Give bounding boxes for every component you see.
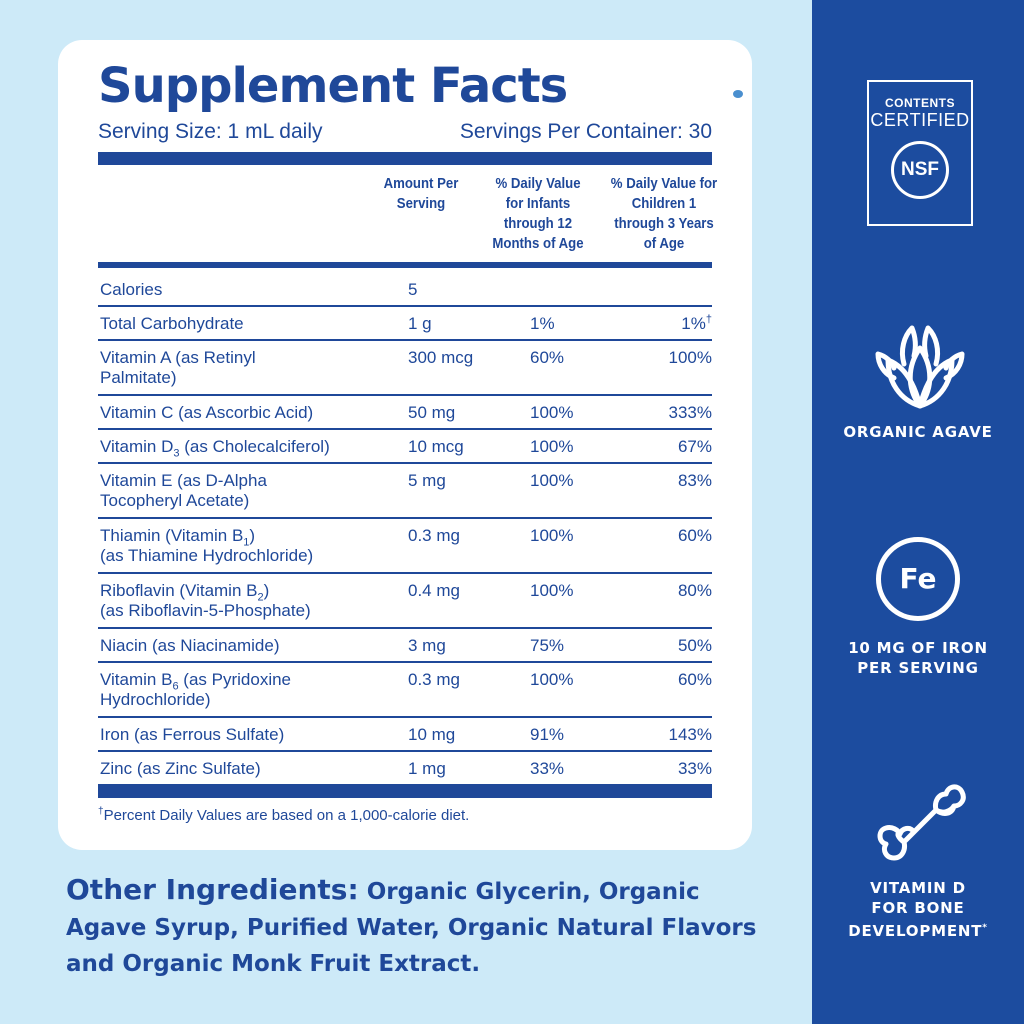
nutrient-name: Calories (100, 280, 163, 299)
nutrient-name: Vitamin C (as Ascorbic Acid) (100, 403, 314, 422)
nutrient-name: Vitamin B6 (as Pyridoxine Hydrochloride) (100, 670, 292, 709)
dv-children: 100% (668, 348, 712, 367)
dv-children: 33% (677, 759, 712, 778)
bottom-rule (98, 784, 712, 798)
table-row: Vitamin A (as Retinyl Palmitate) 300 mcg … (98, 341, 712, 396)
nsf-certified-icon: CONTENTS CERTIFIED NSF (867, 80, 973, 226)
table-row: Total Carbohydrate 1 g 1% 1%† (98, 307, 712, 341)
nsf-line2: CERTIFIED (870, 110, 970, 130)
iron-label: 10 MG OF IRON PER SERVING (848, 639, 988, 677)
nutrient-amount: 5 (408, 280, 418, 299)
header-dv-children: % Daily Value for Children 1 through 3 Y… (610, 175, 718, 252)
table-row: Vitamin C (as Ascorbic Acid) 50 mg 100% … (98, 396, 712, 430)
nutrient-amount: 5 mg (408, 471, 446, 490)
nutrient-name: Vitamin D3 (as Cholecalciferol) (100, 437, 330, 460)
ingredients-heading: Other Ingredients: (66, 873, 359, 906)
decorative-dot (733, 90, 743, 98)
table-row: Iron (as Ferrous Sulfate) 10 mg 91% 143% (98, 718, 712, 752)
agave-plant-icon (875, 325, 965, 409)
dv-children: 60% (677, 526, 712, 545)
nutrient-amount: 0.3 mg (408, 526, 460, 545)
vitamin-d-label: VITAMIN D FOR BONE DEVELOPMENT* (848, 879, 988, 940)
dv-infants: 100% (530, 437, 574, 456)
dv-children: 143% (668, 725, 712, 744)
serving-info: Serving Size: 1 mL daily Servings Per Co… (98, 120, 712, 144)
dagger-mark: † (705, 313, 712, 326)
dv-infants: 100% (530, 471, 574, 490)
supplement-facts-title: Supplement Facts (98, 58, 568, 114)
serving-size: Serving Size: 1 mL daily (98, 120, 323, 143)
header-dv-infants: % Daily Value for Infants through 12 Mon… (492, 175, 584, 252)
header-rule (98, 262, 712, 268)
column-headers: Amount Per Serving % Daily Value for Inf… (98, 174, 718, 264)
header-amount: Amount Per Serving (383, 175, 459, 212)
dv-children: 80% (677, 581, 712, 600)
nsf-line1: CONTENTS (885, 96, 955, 110)
nutrient-amount: 50 mg (408, 403, 456, 422)
nutrient-amount: 300 mcg (408, 348, 474, 367)
nutrient-amount: 0.4 mg (408, 581, 460, 600)
other-ingredients: Other Ingredients: Organic Glycerin, Org… (66, 872, 766, 982)
nutrient-name: Riboflavin (Vitamin B2) (as Riboflavin-5-… (100, 581, 311, 620)
dv-children: 333% (668, 403, 712, 422)
dv-infants: 100% (530, 526, 574, 545)
ingredients-text: Organic Glycerin, Organic Agave Syrup, P… (66, 879, 757, 977)
nutrient-name: Vitamin E (as D-Alpha Tocopheryl Acetate) (100, 471, 267, 510)
dv-infants: 75% (530, 636, 565, 655)
dv-infants: 33% (530, 759, 565, 778)
feature-panel: CONTENTS CERTIFIED NSF ORGANIC AGAVE Fe … (812, 0, 1024, 1024)
nutrient-name: Total Carbohydrate (100, 314, 244, 333)
nutrient-name: Zinc (as Zinc Sulfate) (100, 759, 261, 778)
nutrient-name: Iron (as Ferrous Sulfate) (100, 725, 285, 744)
table-row: Riboflavin (Vitamin B2) (as Riboflavin-5-… (98, 574, 712, 629)
facts-table: Calories 5 Total Carbohydrate 1 g 1% 1%†… (98, 273, 712, 784)
servings-per-container: Servings Per Container: 30 (459, 120, 712, 143)
table-row: Vitamin E (as D-Alpha Tocopheryl Acetate)… (98, 464, 712, 519)
agave-label: ORGANIC AGAVE (843, 423, 993, 441)
nutrient-name: Thiamin (Vitamin B1) (as Thiamine Hydroch… (100, 526, 314, 565)
dagger-mark: † (98, 806, 104, 817)
dv-infants: 100% (530, 403, 574, 422)
iron-fe-icon: Fe (876, 537, 960, 621)
nutrient-name: Vitamin A (as Retinyl Palmitate) (100, 348, 256, 387)
table-row: Calories 5 (98, 273, 712, 307)
top-rule (98, 152, 712, 165)
footnote: †Percent Daily Values are based on a 1,0… (98, 806, 470, 824)
table-row: Zinc (as Zinc Sulfate) 1 mg 33% 33% (98, 752, 712, 784)
dv-infants: 100% (530, 581, 574, 600)
dv-infants: 91% (530, 725, 565, 744)
dv-children: 50% (677, 636, 712, 655)
nutrient-amount: 1 mg (408, 759, 446, 778)
table-row: Niacin (as Niacinamide) 3 mg 75% 50% (98, 629, 712, 663)
nutrient-amount: 1 g (408, 314, 432, 333)
dv-children: 60% (677, 670, 712, 689)
dv-infants: 100% (530, 670, 574, 689)
bone-icon (877, 784, 966, 861)
table-row: Vitamin D3 (as Cholecalciferol) 10 mcg 1… (98, 430, 712, 464)
nutrient-amount: 10 mcg (408, 437, 464, 456)
supplement-facts-card: Supplement Facts Serving Size: 1 mL dail… (58, 40, 752, 850)
dv-children: 1%† (681, 313, 712, 333)
dv-children: 67% (677, 437, 712, 456)
table-row: Thiamin (Vitamin B1) (as Thiamine Hydroch… (98, 519, 712, 574)
nsf-logo: NSF (891, 141, 949, 199)
table-row: Vitamin B6 (as Pyridoxine Hydrochloride) … (98, 663, 712, 718)
dv-children: 83% (677, 471, 712, 490)
nutrient-amount: 10 mg (408, 725, 456, 744)
dv-infants: 60% (530, 348, 565, 367)
dv-infants: 1% (530, 314, 555, 333)
nutrient-amount: 3 mg (408, 636, 446, 655)
nutrient-amount: 0.3 mg (408, 670, 460, 689)
nutrient-name: Niacin (as Niacinamide) (100, 636, 280, 655)
